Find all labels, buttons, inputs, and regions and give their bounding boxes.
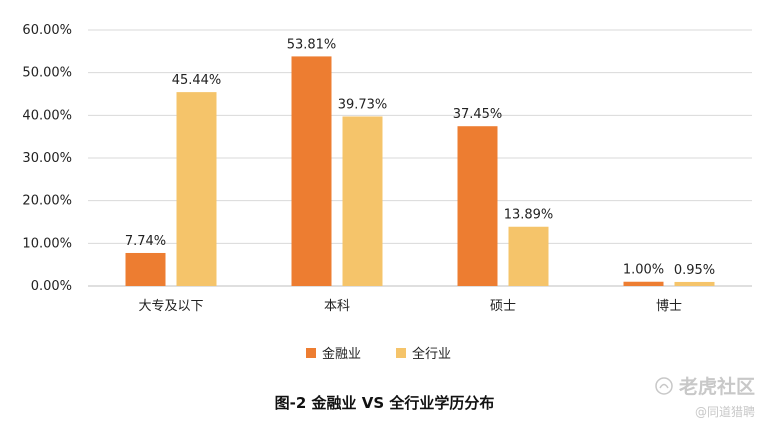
watermark: 老虎社区 @同道猎聘 xyxy=(655,372,755,420)
y-tick-label: 0.00% xyxy=(31,279,72,294)
legend-label: 全行业 xyxy=(412,346,451,362)
chart-title: 图-2 金融业 VS 全行业学历分布 xyxy=(274,394,495,412)
y-tick-label: 50.00% xyxy=(22,66,72,81)
data-label: 39.73% xyxy=(338,97,388,112)
legend-label: 金融业 xyxy=(322,346,361,362)
data-label: 45.44% xyxy=(172,73,222,88)
data-labels: 7.74% 45.44% 53.81% 39.73% 37.45% 13.89% 1.00%… xyxy=(125,37,715,278)
data-label: 13.89% xyxy=(504,208,554,223)
y-tick-label: 40.00% xyxy=(22,108,72,123)
y-tick-label: 30.00% xyxy=(22,151,72,166)
data-label: 53.81% xyxy=(287,37,337,52)
bar-all-industries xyxy=(342,116,383,286)
bar-finance xyxy=(125,252,166,286)
bar-chart: 0.00% 10.00% 20.00% 30.00% 40.00% 50.00% 60.00… xyxy=(22,23,752,362)
y-axis-ticks: 0.00% 10.00% 20.00% 30.00% 40.00% 50.00% 60.00… xyxy=(22,23,72,294)
legend: 金融业 全行业 xyxy=(306,346,451,362)
x-category-label: 本科 xyxy=(324,299,350,314)
x-axis-categories: 大专及以下 本科 硕士 博士 xyxy=(138,299,682,314)
data-label: 37.45% xyxy=(453,107,503,122)
legend-swatch xyxy=(306,348,316,358)
watermark-subtitle: @同道猎聘 xyxy=(694,405,755,419)
bar-finance xyxy=(457,126,498,286)
y-tick-label: 20.00% xyxy=(22,194,72,209)
y-tick-label: 10.00% xyxy=(22,236,72,251)
x-category-label: 大专及以下 xyxy=(138,299,203,314)
tiger-paw-icon xyxy=(655,376,673,395)
legend-swatch xyxy=(396,348,406,358)
bar-finance xyxy=(623,281,664,286)
x-category-label: 博士 xyxy=(656,299,682,314)
bar-all-industries xyxy=(176,92,217,286)
watermark-title: 老虎社区 xyxy=(678,376,755,398)
bar-all-industries xyxy=(674,281,715,286)
bars xyxy=(125,56,715,286)
data-label: 7.74% xyxy=(125,234,166,249)
x-category-label: 硕士 xyxy=(490,299,516,314)
bar-finance xyxy=(291,56,332,286)
data-label: 0.95% xyxy=(674,263,715,278)
bar-all-industries xyxy=(508,226,549,286)
data-label: 1.00% xyxy=(623,263,664,278)
y-tick-label: 60.00% xyxy=(22,23,72,38)
